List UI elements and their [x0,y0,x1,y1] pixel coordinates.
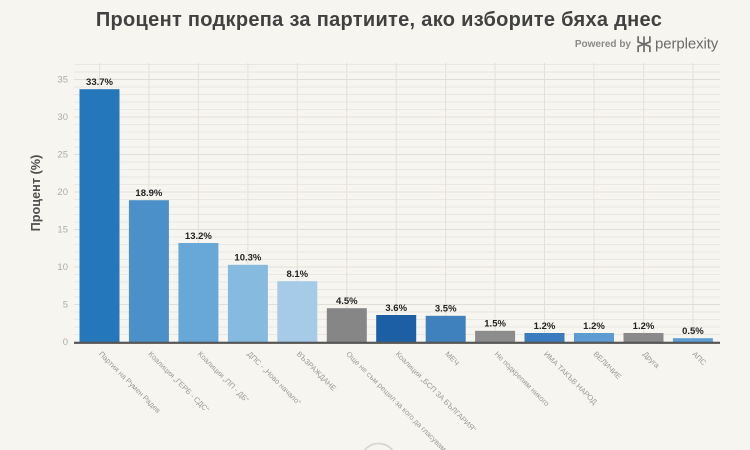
svg-text:30: 30 [57,112,68,123]
svg-text:35: 35 [57,75,68,86]
svg-text:0: 0 [63,337,68,348]
svg-text:5: 5 [63,300,68,311]
svg-text:20: 20 [57,187,68,198]
svg-text:10.3%: 10.3% [234,253,261,264]
svg-text:15: 15 [57,225,68,236]
svg-text:3.6%: 3.6% [385,303,407,314]
svg-text:8.1%: 8.1% [286,269,308,280]
svg-text:Процент (%): Процент (%) [29,155,43,232]
svg-text:4.5%: 4.5% [336,296,358,307]
svg-text:13.2%: 13.2% [185,231,212,242]
svg-text:3.5%: 3.5% [435,304,457,315]
svg-text:10: 10 [57,262,68,273]
svg-text:Powered by: Powered by [575,39,632,50]
svg-text:Процент подкрепа за партиите,: Процент подкрепа за партиите, ако избори… [96,9,662,31]
svg-text:1.2%: 1.2% [534,321,556,332]
svg-text:0.5%: 0.5% [682,326,704,337]
svg-text:1.5%: 1.5% [484,319,506,330]
svg-text:33.7%: 33.7% [86,77,113,88]
svg-text:1.2%: 1.2% [583,321,605,332]
svg-text:1.2%: 1.2% [633,321,655,332]
svg-text:25: 25 [57,150,68,161]
svg-text:perplexity: perplexity [655,36,719,53]
svg-text:18.9%: 18.9% [135,188,162,199]
